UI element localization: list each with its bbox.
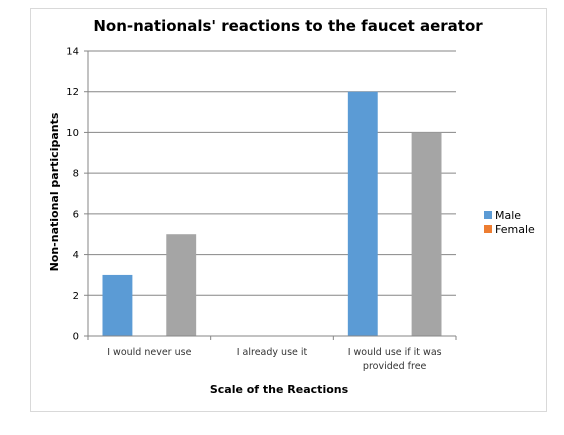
x-axis-title: Scale of the Reactions: [210, 383, 349, 396]
x-category-label: I would never use: [107, 347, 191, 358]
y-tick-label: 8: [73, 169, 79, 180]
legend-swatch: [484, 225, 492, 233]
x-category-label: I already use it: [237, 347, 308, 358]
y-tick-label: 10: [66, 128, 79, 139]
y-tick-label: 14: [66, 47, 79, 58]
bar: [347, 91, 378, 336]
y-tick-label: 12: [66, 87, 79, 98]
bar: [411, 132, 442, 336]
y-tick-label: 0: [73, 332, 79, 343]
y-axis-title: Non-national participants: [48, 112, 61, 271]
bar: [102, 274, 133, 336]
chart-frame: [30, 8, 547, 412]
axes: [87, 51, 457, 340]
x-category-label: provided free: [363, 361, 427, 372]
x-category-label: I would use if it was: [348, 347, 442, 358]
y-tick-label: 4: [73, 250, 79, 261]
y-tick-labels: 0 2 4 6 8 10 12 14: [66, 47, 79, 343]
gridlines: [84, 50, 456, 337]
bars: [102, 91, 442, 336]
legend-swatch: [484, 211, 492, 219]
bar: [166, 234, 197, 336]
y-tick-label: 2: [73, 291, 79, 302]
legend-label: Male: [495, 209, 521, 222]
chart-title: Non-nationals' reactions to the faucet a…: [93, 17, 483, 35]
legend-label: Female: [495, 223, 535, 236]
x-category-labels: I would never use I already use it I would…: [107, 347, 441, 372]
y-tick-label: 6: [73, 209, 79, 220]
